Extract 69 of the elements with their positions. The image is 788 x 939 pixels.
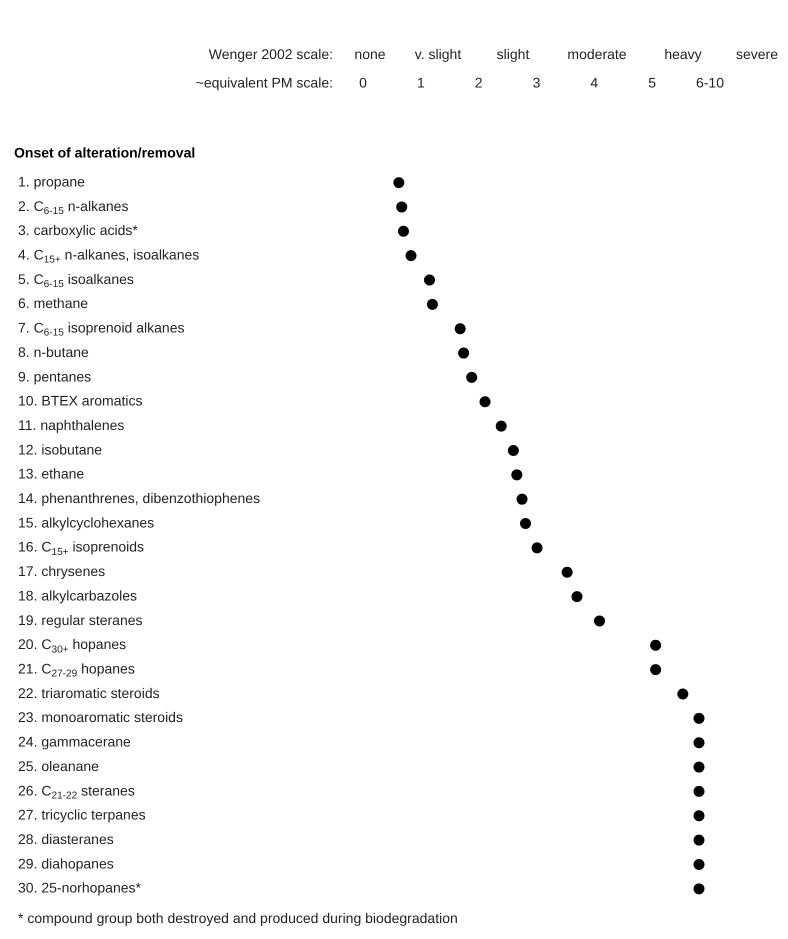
y-tick-label: 14. phenanthrenes, dibenzothiophenes	[18, 490, 260, 506]
y-tick-label: 27. tricyclic terpanes	[18, 806, 146, 823]
x-tick-label: 1	[416, 74, 425, 90]
point	[516, 494, 528, 505]
y-tick-label: 29. diahopanes	[18, 855, 114, 872]
point	[571, 591, 582, 602]
point	[694, 834, 704, 846]
x-tick-label: 5	[648, 74, 656, 90]
y-tick-label: 6. methane	[18, 295, 88, 312]
point	[508, 444, 519, 456]
point	[694, 810, 704, 822]
point	[694, 762, 704, 773]
point	[677, 688, 688, 700]
point	[496, 420, 507, 432]
y-tick-label: 18. alkylcarbazoles	[18, 587, 138, 604]
text: heavy	[664, 46, 702, 62]
point	[594, 615, 606, 626]
y-tick-label: 22. triaromatic steroids	[18, 684, 160, 701]
y-tick-label: 3. carboxylic acids*	[18, 222, 138, 238]
y-tick-label: 25. oleanane	[18, 758, 100, 774]
point	[454, 323, 466, 334]
point	[562, 566, 573, 578]
text: moderate	[567, 46, 627, 62]
x-axis-title: ~equivalent PM scale:	[196, 74, 333, 90]
y-tick-label: 15. alkylcyclohexanes	[18, 514, 154, 530]
point	[424, 274, 436, 286]
x-tick-label: 2	[474, 74, 483, 90]
point	[406, 250, 416, 262]
text: severe	[736, 46, 778, 62]
y-tick-label: 30. 25-norhopanes*	[18, 880, 142, 896]
point	[520, 518, 532, 530]
x-tick-label: 3	[532, 74, 541, 90]
y-tick-label: 9. pentanes	[18, 368, 92, 384]
text: Onset of alteration/removal	[14, 144, 196, 161]
point	[694, 883, 704, 894]
text: v. slight	[414, 46, 462, 62]
y-tick-label: 8. n-butane	[18, 344, 90, 360]
point	[426, 298, 438, 310]
point	[511, 469, 522, 480]
point	[694, 737, 704, 748]
x-tick-label: 6-10	[696, 74, 724, 90]
y-tick-label: 13. ethane	[18, 466, 84, 482]
point	[532, 542, 543, 554]
point	[694, 858, 704, 870]
x-tick-label: 0	[359, 74, 368, 90]
y-tick-label: 24. gammacerane	[18, 734, 132, 750]
point	[393, 177, 404, 188]
y-tick-label: 23. monoaromatic steroids	[18, 709, 183, 726]
point	[694, 712, 704, 724]
point	[396, 201, 408, 212]
point	[458, 348, 470, 359]
text: * compound group both destroyed and produced during biodegradation	[18, 910, 458, 926]
y-tick-label: 12. isobutane	[18, 441, 102, 458]
point	[398, 226, 409, 237]
y-tick-label: 10. BTEX aromatics	[18, 392, 142, 409]
text: Wenger 2002 scale:	[208, 46, 333, 62]
point	[650, 640, 662, 651]
point	[466, 372, 478, 383]
y-tick-label: 1. propane	[18, 173, 86, 190]
text: none	[354, 46, 386, 62]
point	[650, 664, 662, 676]
point	[694, 786, 704, 797]
x-tick-label: 4	[590, 74, 598, 90]
y-tick-label: 28. diasteranes	[18, 830, 114, 847]
text: slight	[496, 46, 530, 62]
y-tick-label: 11. naphthalenes	[18, 416, 124, 433]
y-tick-label: 19. regular steranes	[18, 612, 143, 628]
y-tick-label: 17. chrysenes	[18, 563, 106, 580]
point	[480, 396, 491, 408]
